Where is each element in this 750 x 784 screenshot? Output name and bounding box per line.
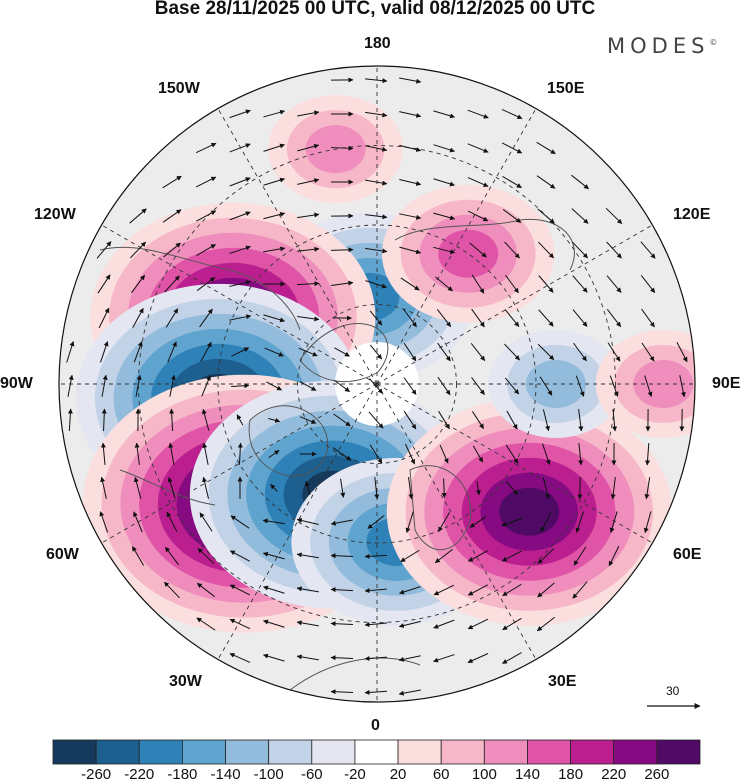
colorbar-swatch — [484, 740, 527, 764]
colorbar-tick-label: -260 — [81, 766, 111, 783]
colorbar-swatch — [657, 740, 700, 764]
colorbar-swatch — [139, 740, 182, 764]
colorbar-tick-label: -60 — [301, 766, 323, 783]
colorbar-tick-label: 100 — [472, 766, 497, 783]
lon-label-90e: 90E — [712, 375, 740, 393]
map-title: Base 28/11/2025 00 UTC, valid 08/12/2025… — [0, 0, 750, 20]
colorbar-tick-label: 220 — [601, 766, 626, 783]
anomaly-contour-high-urals — [499, 488, 559, 536]
colorbar-swatch — [355, 740, 398, 764]
lon-label-0: 0 — [371, 717, 380, 735]
lon-label-60w: 60W — [46, 546, 79, 564]
colorbar-tick-label: 180 — [558, 766, 583, 783]
colorbar-tick-label: -100 — [254, 766, 284, 783]
colorbar-tick-label: -20 — [344, 766, 366, 783]
colorbar-tick-label: 260 — [644, 766, 669, 783]
lon-label-90w: 90W — [0, 375, 33, 393]
colorbar-tick-label: -220 — [124, 766, 154, 783]
colorbar-swatch — [571, 740, 614, 764]
colorbar — [53, 740, 700, 764]
colorbar-tick-label: 140 — [515, 766, 540, 783]
anomaly-contour-high-east-siberia — [438, 230, 498, 278]
lon-label-120w: 120W — [34, 206, 76, 224]
colorbar-tick-label: -140 — [211, 766, 241, 783]
colorbar-tick-label: 60 — [433, 766, 450, 783]
lon-label-180: 180 — [364, 35, 391, 53]
colorbar-swatch — [269, 740, 312, 764]
lon-label-150w: 150W — [158, 80, 200, 98]
colorbar-swatch — [312, 740, 355, 764]
reference-vector-label: 30 — [666, 684, 679, 698]
colorbar-swatch — [614, 740, 657, 764]
colorbar-swatch — [398, 740, 441, 764]
lon-label-60e: 60E — [673, 546, 701, 564]
colorbar-swatch — [96, 740, 139, 764]
colorbar-tick-labels: -260 -220 -180 -140 -100 -60 -20 20 60 100 140 180 2… — [0, 766, 750, 784]
colorbar-swatch — [527, 740, 570, 764]
lon-label-30e: 30E — [548, 673, 576, 691]
colorbar-swatch — [441, 740, 484, 764]
lon-label-30w: 30W — [169, 673, 202, 691]
lon-label-150e: 150E — [547, 80, 584, 98]
colorbar-swatch — [53, 740, 96, 764]
colorbar-swatch — [182, 740, 225, 764]
lon-label-120e: 120E — [673, 206, 710, 224]
colorbar-tick-label: 20 — [390, 766, 407, 783]
colorbar-tick-label: -180 — [167, 766, 197, 783]
colorbar-swatch — [226, 740, 269, 764]
brand-logo: MODES© — [607, 34, 717, 58]
